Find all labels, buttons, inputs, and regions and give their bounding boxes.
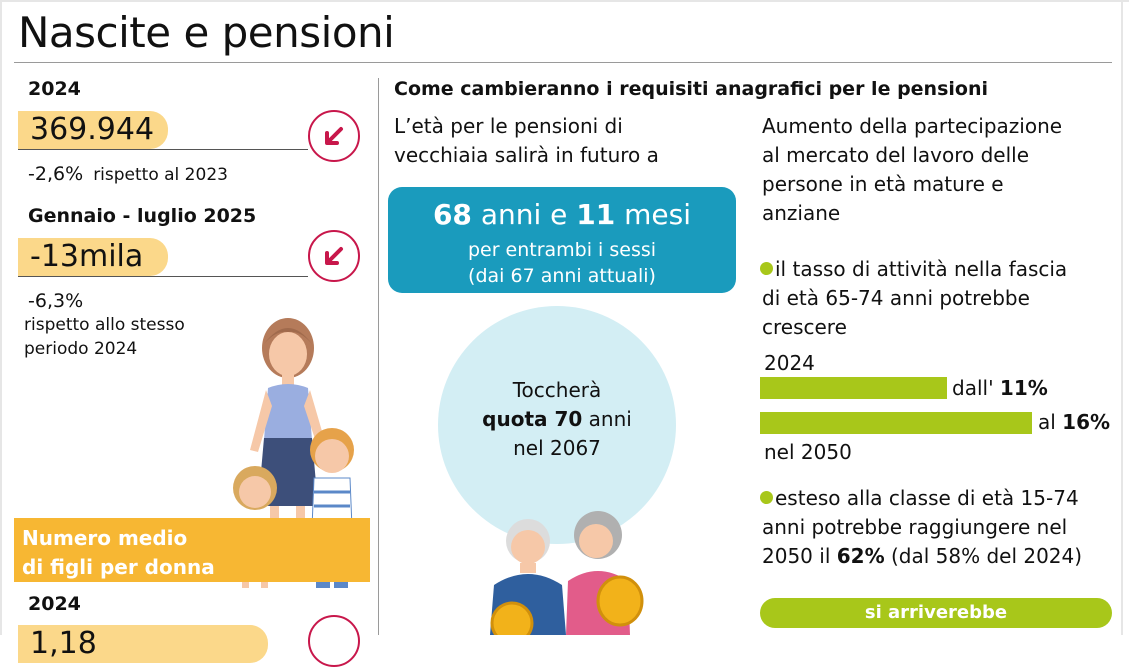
- bullet-activity-rate: il tasso di attività nella fascia di età…: [760, 255, 1067, 342]
- participation-intro-3: persone in età mature e: [762, 172, 1004, 196]
- bar-2024-value: 11%: [999, 376, 1048, 400]
- si-arriverebbe-pill: si arriverebbe: [760, 598, 1112, 628]
- quota-line-2-rest: anni: [582, 407, 632, 431]
- participation-intro-2: al mercato del lavoro delle: [762, 143, 1030, 167]
- bar-year-2050: nel 2050: [764, 440, 852, 464]
- births-value: 369.944: [30, 112, 155, 147]
- title-divider: [14, 62, 1112, 63]
- pension-age-sub-1: per entrambi i sessi: [467, 239, 657, 261]
- frame-right: [1121, 0, 1123, 635]
- bullet-15-74: esteso alla classe di età 15-74 anni pot…: [760, 484, 1082, 571]
- bar-2024-label: dall' 11%: [952, 374, 1048, 403]
- bullet2-line-3c: (dal 58% del 2024): [884, 544, 1083, 568]
- quota-text: Toccherà quota 70 anni nel 2067: [438, 376, 676, 463]
- period-label: Gennaio - luglio 2025: [28, 205, 257, 227]
- pension-age-text-2: mesi: [615, 198, 692, 231]
- period-change-note-2: periodo 2024: [24, 339, 138, 359]
- arrow-down-left-icon: [308, 110, 360, 162]
- bullet-dot-icon: [760, 262, 773, 275]
- bar-2024: [760, 377, 947, 399]
- quota-line-3: nel 2067: [513, 436, 601, 460]
- period-change-note-1: rispetto allo stesso: [24, 315, 185, 335]
- pension-age-years: 68: [432, 198, 472, 231]
- elderly-couple-illustration: [490, 511, 644, 635]
- fertility-label-2: di figli per donna: [22, 555, 215, 579]
- births-change-note: rispetto al 2023: [93, 165, 228, 185]
- bullet1-line-3: crescere: [762, 315, 847, 339]
- frame-left: [0, 0, 2, 635]
- pension-age-headline: 68 anni e 11 mesi: [388, 187, 736, 237]
- arrow-down-left-icon: [308, 615, 360, 667]
- pension-intro: L’età per le pensioni di vecchiaia salir…: [394, 112, 659, 170]
- participation-intro-1: Aumento della partecipazione: [762, 114, 1063, 138]
- bar-2050-label: al 16%: [1038, 408, 1110, 437]
- quota-circle: [438, 306, 676, 544]
- bullet-dot-icon: [760, 491, 773, 504]
- bullet2-line-1: esteso alla classe di età 15-74: [775, 486, 1079, 510]
- pension-intro-2: vecchiaia salirà in futuro a: [394, 143, 659, 167]
- bullet1-line-2: di età 65-74 anni potrebbe: [762, 286, 1030, 310]
- bullet2-line-2: anni potrebbe raggiungere nel: [762, 515, 1068, 539]
- pension-intro-1: L’età per le pensioni di: [394, 114, 623, 138]
- fertility-value: 1,18: [30, 626, 97, 661]
- bullet1-line-1: il tasso di attività nella fascia: [775, 257, 1068, 281]
- births-change-pct: -2,6%: [28, 163, 84, 185]
- bullet2-line-3b: 62%: [836, 544, 885, 568]
- participation-intro-4: anziane: [762, 201, 841, 225]
- bar-2050: [760, 412, 1032, 434]
- bar-2024-prefix: dall': [952, 376, 1000, 400]
- period-value-pill: -13mila: [18, 238, 168, 276]
- pension-age-months: 11: [576, 198, 616, 231]
- births-year-label: 2024: [28, 78, 81, 100]
- period-value: -13mila: [30, 239, 144, 274]
- fertility-box: Numero medio di figli per donna: [14, 518, 370, 582]
- births-change: -2,6% rispetto al 2023: [28, 162, 228, 187]
- quota-line-1: Toccherà: [512, 378, 602, 402]
- pension-age-box: 68 anni e 11 mesi per entrambi i sessi (…: [388, 187, 736, 293]
- bullet2-line-3a: 2050 il: [762, 544, 837, 568]
- births-value-pill: 369.944: [18, 111, 168, 149]
- bar-2050-prefix: al: [1038, 410, 1063, 434]
- column-divider: [378, 78, 379, 635]
- fertility-value-pill: 1,18: [18, 625, 268, 663]
- frame-top: [0, 0, 1129, 2]
- period-underline: [18, 276, 308, 277]
- fertility-year-label: 2024: [28, 593, 81, 615]
- participation-intro: Aumento della partecipazione al mercato …: [762, 112, 1062, 228]
- quota-line-2-bold: quota 70: [482, 407, 583, 431]
- fertility-label-1: Numero medio: [22, 526, 188, 550]
- pension-age-text-1: anni e: [471, 198, 577, 231]
- section-heading: Come cambieranno i requisiti anagrafici …: [394, 78, 988, 100]
- bar-2050-value: 16%: [1062, 410, 1111, 434]
- arrow-down-left-icon: [308, 230, 360, 282]
- period-change-pct: -6,3%: [28, 290, 84, 312]
- bar-year-2024: 2024: [764, 351, 815, 375]
- page-title: Nascite e pensioni: [18, 8, 395, 57]
- births-underline: [18, 149, 308, 150]
- pension-age-sub-2: (dai 67 anni attuali): [468, 265, 656, 287]
